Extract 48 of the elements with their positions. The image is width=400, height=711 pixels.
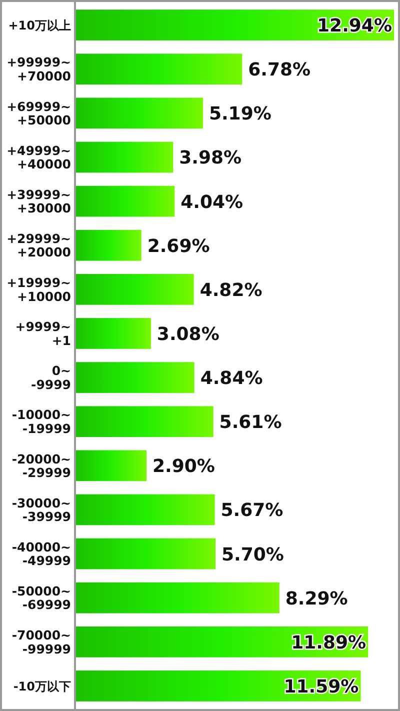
bar [75,450,146,482]
bar [75,98,203,129]
data-label: 5.19% [208,104,272,125]
data-label: 5.67% [220,500,284,522]
y-tick-label: -50000~ -69999 [12,583,71,612]
data-label: 4.84% [200,368,263,390]
bar [75,626,368,658]
bar [75,142,174,173]
bar [75,362,194,393]
y-tick-label: +19999~ +10000 [6,275,72,304]
y-tick-label: +99999~ +70000 [6,54,72,84]
y-tick-label: 0~ -9999 [31,363,71,392]
bar [75,274,194,305]
bar [75,186,175,217]
bar [75,318,151,349]
y-tick-label: -10万以下 [13,679,71,694]
bar [75,230,142,261]
data-label: 5.70% [222,544,284,566]
data-label: 4.04% [180,192,244,213]
data-label: 3.98% [179,148,242,169]
y-tick-label: -20000~ -29999 [12,451,71,480]
bar [75,10,394,40]
y-tick-label: +9999~ +1 [15,319,71,348]
y-tick-label: -30000~ -39999 [12,495,71,524]
bar [75,54,242,85]
y-tick-label: +39999~ +30000 [6,186,72,216]
y-tick-label: +49999~ +40000 [6,142,72,172]
y-tick-label: +29999~ +20000 [6,230,72,260]
y-tick-label: -10000~ -19999 [12,407,71,436]
data-label: 8.29% [285,588,348,610]
data-label: 12.94% [317,16,392,37]
data-label: 6.78% [248,60,311,81]
data-label: 5.61% [219,412,282,434]
y-tick-label: +10万以上 [8,18,71,32]
bar [75,494,215,526]
data-label: 4.82% [200,280,262,301]
data-label: 11.59% [284,676,359,698]
data-label: 2.90% [152,456,215,478]
bar [75,538,216,570]
y-tick-label: -40000~ -49999 [12,539,71,568]
bar [75,670,361,702]
y-tick-label: -70000~ -99999 [12,628,71,656]
data-label: 3.08% [156,324,220,345]
data-label: 2.69% [147,236,210,257]
y-tick-label: +69999~ +50000 [6,98,72,128]
bar [75,582,280,614]
data-label: 11.89% [291,632,366,654]
bar [75,406,214,438]
